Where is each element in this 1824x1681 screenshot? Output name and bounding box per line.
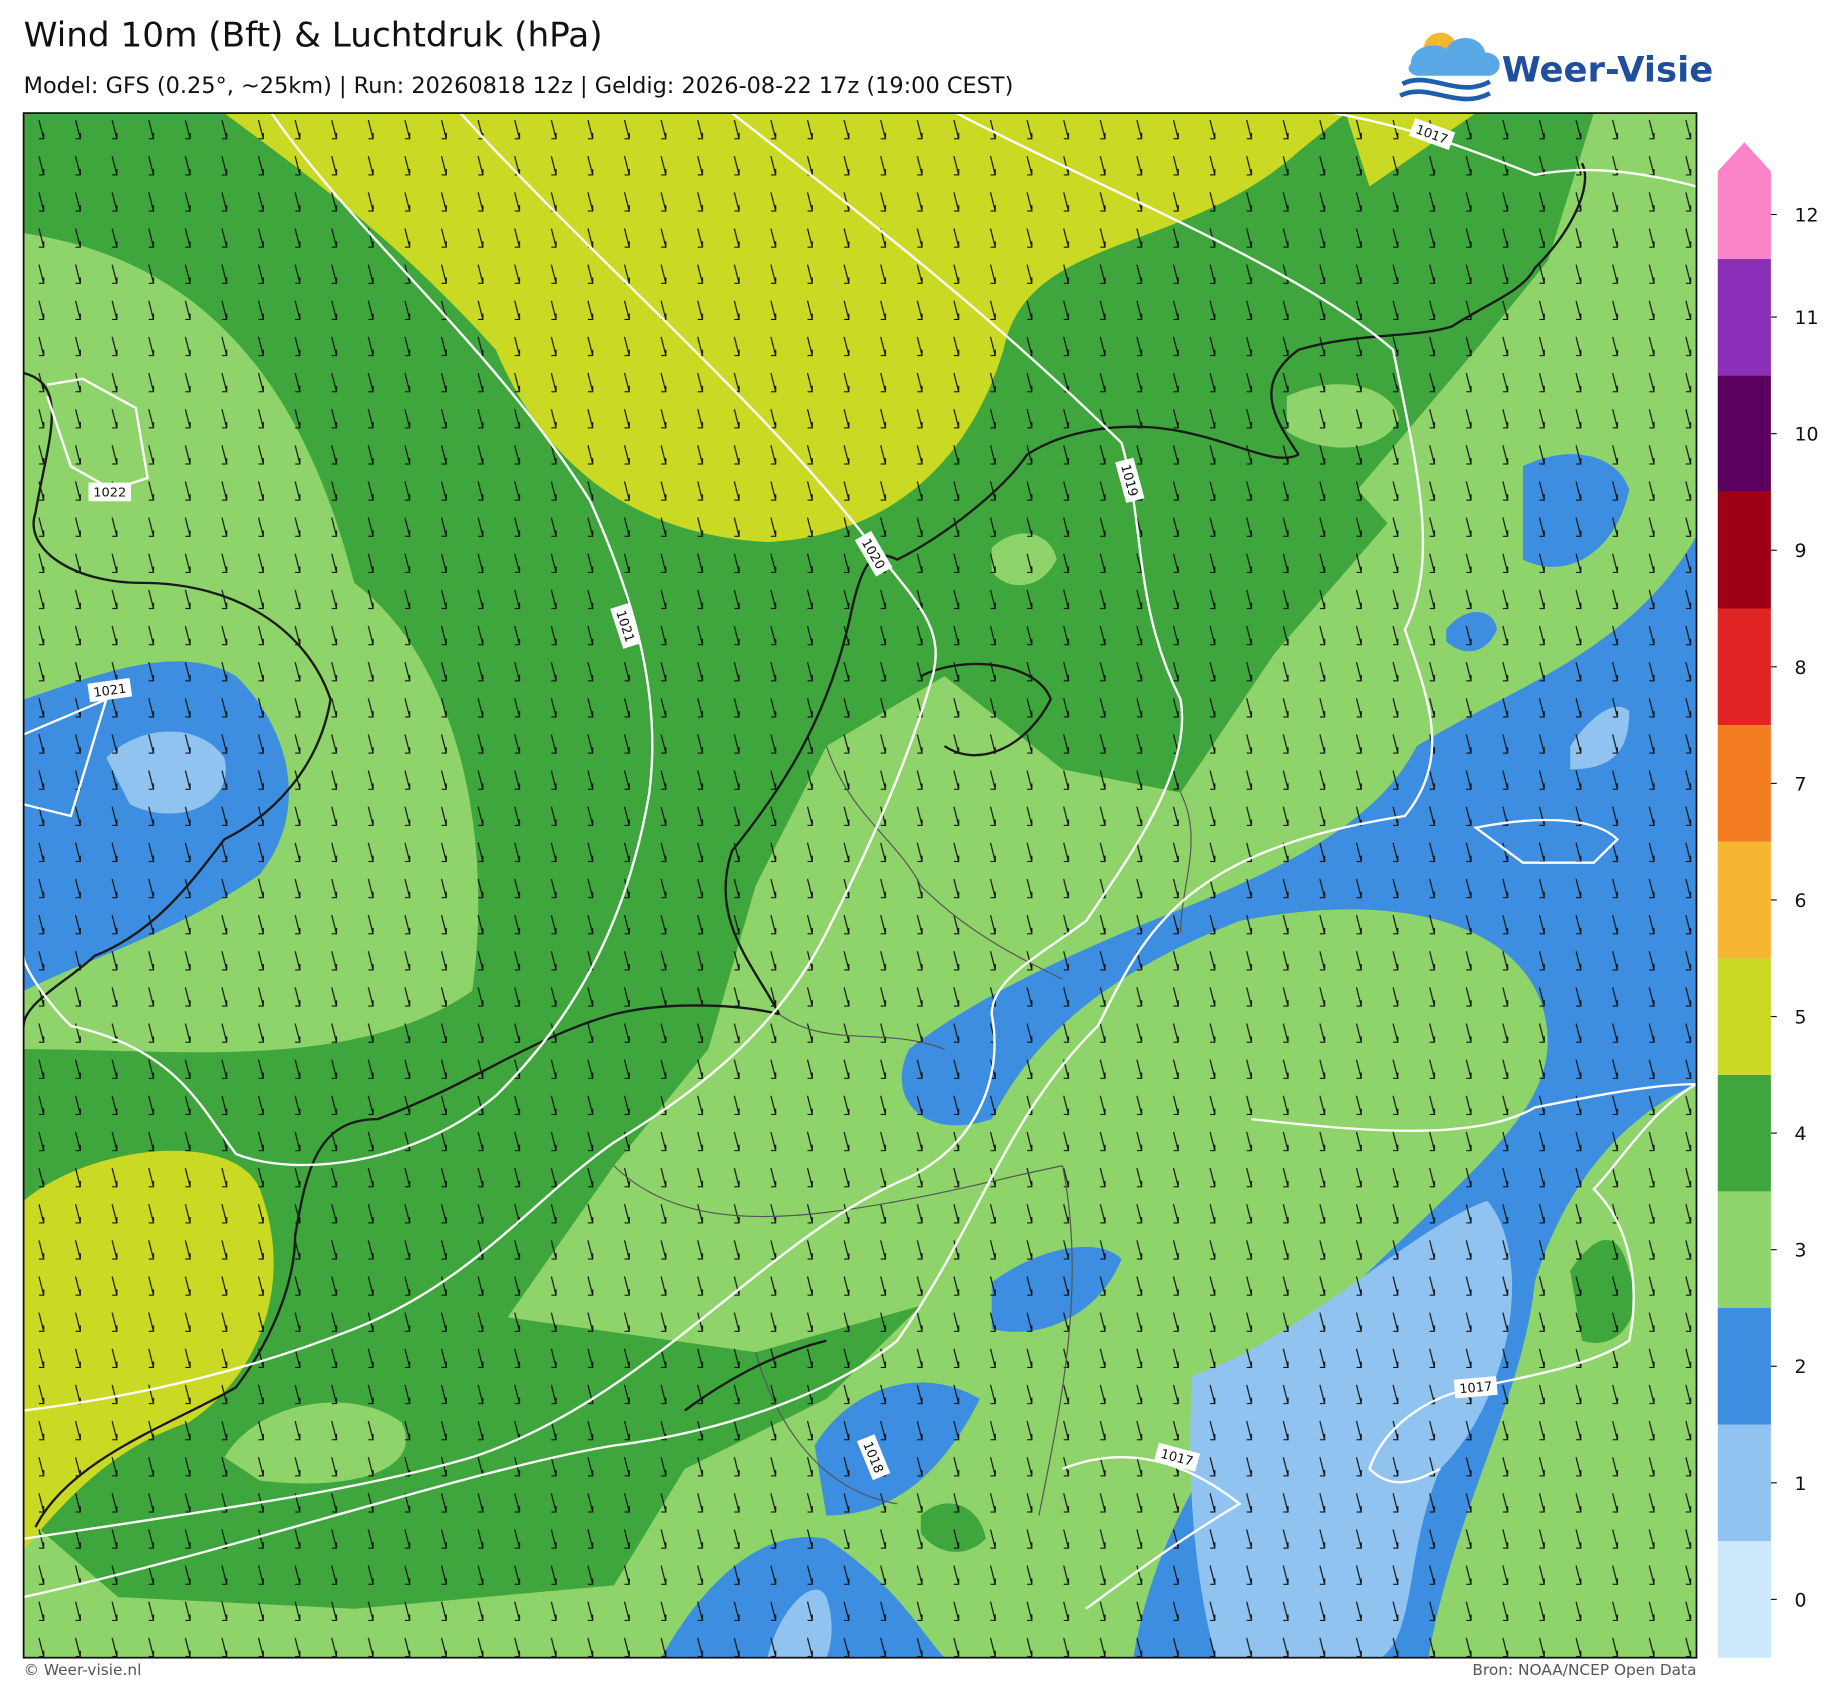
colorbar-segment	[1717, 1191, 1771, 1308]
colorbar-segment	[1717, 725, 1771, 842]
isobar-label-box	[854, 530, 893, 577]
colorbar-segment	[1717, 142, 1771, 259]
isobar-label-box	[610, 603, 642, 649]
colorbar-label: 3	[1794, 1241, 1806, 1262]
colorbar-segment	[1717, 608, 1771, 726]
colorbar-segment	[1717, 1074, 1771, 1192]
colorbar-label: 12	[1794, 206, 1818, 227]
colorbar-label: 4	[1794, 1124, 1806, 1145]
footer-left: © Weer-visie.nl	[24, 1661, 142, 1679]
isobar-label: 1021	[87, 677, 133, 703]
isobar-label-box	[1115, 457, 1145, 503]
colorbar-label: 2	[1794, 1357, 1806, 1378]
colorbar-label: 5	[1794, 1008, 1806, 1029]
isobar-label: 1019	[1115, 457, 1145, 503]
colorbar-segment	[1717, 1307, 1771, 1425]
isobar-label-box	[1408, 118, 1456, 151]
colorbar-label: 9	[1794, 541, 1806, 562]
colorbar-label: 6	[1794, 891, 1806, 912]
isobar-label-box	[1453, 1376, 1498, 1399]
colorbar-label: 10	[1794, 425, 1818, 446]
subtitle: Model: GFS (0.25°, ~25km) | Run: 2026081…	[24, 73, 1014, 99]
colorbar-segment	[1717, 1541, 1771, 1658]
colorbar-label: 1	[1794, 1474, 1806, 1495]
isobar-label-text: 1021	[93, 682, 128, 701]
colorbar-segment	[1717, 958, 1771, 1075]
colorbar-segment	[1717, 491, 1771, 609]
colorbar-label: 7	[1794, 774, 1806, 795]
isobar-label-text: 1017	[1459, 1380, 1493, 1398]
isobar-label-box	[88, 482, 132, 502]
isobar-label-box	[856, 1434, 891, 1481]
colorbar-label: 8	[1794, 658, 1806, 679]
colorbar-segment	[1717, 258, 1771, 376]
isobar-label-text: 1022	[93, 486, 126, 501]
colorbar-label: 0	[1794, 1590, 1806, 1611]
logo: Weer-Visie	[1399, 32, 1714, 102]
isobar-label-box	[1154, 1442, 1201, 1472]
colorbar-segment	[1717, 1424, 1771, 1542]
map-frame	[22, 112, 1698, 1659]
colorbar-segment	[1717, 841, 1771, 959]
colorbar-label: 11	[1794, 308, 1818, 329]
footer-right: Bron: NOAA/NCEP Open Data	[1472, 1661, 1696, 1679]
colorbar-segment	[1717, 375, 1771, 492]
logo-text: Weer-Visie	[1502, 50, 1714, 91]
isobar-label-box	[87, 677, 133, 703]
isobar-label: 1017	[1453, 1376, 1498, 1399]
isobar-label: 1017	[1408, 118, 1456, 151]
title: Wind 10m (Bft) & Luchtdruk (hPa)	[24, 16, 603, 56]
isobar-label: 1017	[1154, 1442, 1201, 1472]
isobar-label: 1022	[88, 482, 132, 502]
